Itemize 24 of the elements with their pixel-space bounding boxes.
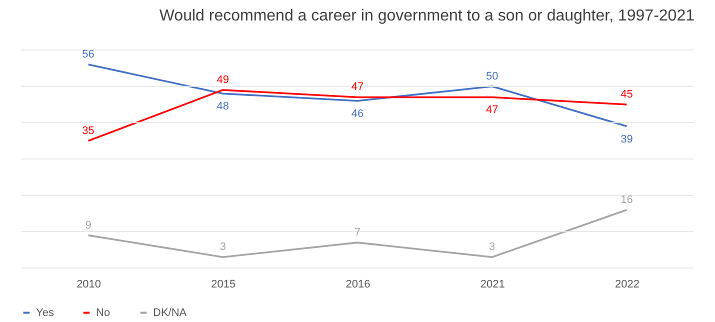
x-tick-label: 2010 [76,278,102,290]
data-label: 35 [82,124,94,137]
data-label: 50 [486,70,498,82]
data-label: 47 [486,104,498,116]
legend-label: No [96,306,110,319]
data-label: 47 [351,81,364,94]
data-label: 49 [216,74,230,86]
x-tick-label: 2015 [211,278,236,290]
x-tick-label: 2022 [614,278,640,290]
data-label: 7 [354,226,361,239]
data-label: 45 [620,88,633,100]
data-label: 56 [82,48,94,61]
data-label: 3 [220,241,226,254]
data-label: 48 [216,100,230,113]
data-label: 3 [489,241,496,254]
data-label: 39 [620,133,633,146]
data-label: 46 [351,108,364,120]
data-label: 9 [85,219,92,232]
legend-label: DK/NA [153,306,188,319]
x-tick-label: 2016 [346,278,370,290]
chart-title: Would recommend a career in government to a son or daughter, 1997-2021 [159,8,695,25]
x-tick-label: 2021 [480,278,505,290]
data-label: 16 [620,194,633,206]
legend-label: Yes [36,306,54,319]
